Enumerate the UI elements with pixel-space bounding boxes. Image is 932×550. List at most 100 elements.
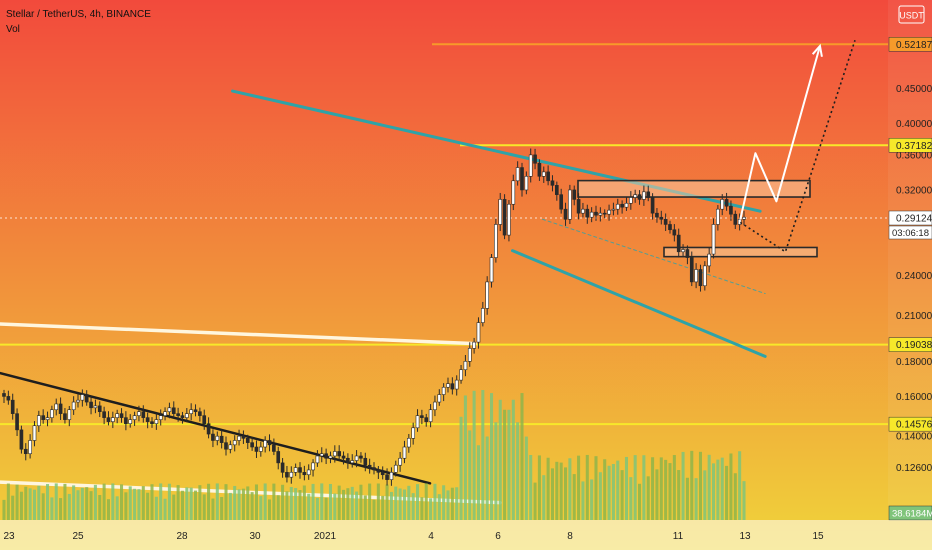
candle-body	[324, 453, 328, 459]
volume-bar	[607, 465, 611, 520]
legend: Stellar / TetherUS, 4h, BINANCE Vol	[6, 9, 151, 35]
candle-body	[494, 224, 498, 258]
volume-bar	[611, 464, 615, 520]
volume-bar	[446, 490, 450, 520]
volume-bar	[376, 483, 380, 520]
candle-body	[276, 451, 281, 464]
candle-body	[124, 417, 128, 424]
volume-bar	[651, 457, 655, 520]
candle-body	[80, 394, 85, 401]
candle-body	[472, 341, 476, 349]
volume-bar	[664, 459, 668, 520]
volume-bar	[246, 486, 250, 520]
candle-body	[702, 265, 707, 287]
volume-bar	[19, 491, 23, 520]
candle-body	[581, 208, 585, 214]
trend-line-channel-mid	[542, 218, 766, 295]
candles	[2, 148, 746, 486]
projection-arrowhead	[811, 43, 823, 57]
volume-bar	[463, 395, 467, 520]
volume-bar	[385, 484, 389, 520]
candle-body	[2, 393, 6, 397]
volume-bar	[54, 483, 58, 520]
candle-body	[337, 451, 342, 457]
price-label-box	[888, 416, 932, 432]
candle-body	[350, 460, 355, 464]
volume-bar	[363, 495, 367, 520]
volume-bar	[411, 493, 415, 520]
candle-body	[720, 199, 725, 210]
volume-bar	[141, 486, 145, 520]
volume-bar	[137, 489, 141, 520]
candle-body	[267, 440, 272, 446]
volume-bar	[37, 485, 41, 520]
candle-body	[215, 435, 220, 441]
candle-body	[620, 203, 624, 208]
candle-body	[642, 191, 646, 200]
candle-body	[319, 453, 324, 457]
candle-body	[398, 457, 402, 466]
volume-bar	[590, 479, 594, 520]
volume-bar	[511, 399, 515, 520]
candle-body	[272, 444, 276, 452]
volume-bar	[281, 484, 285, 520]
volume-bar	[28, 488, 32, 520]
candle-body	[737, 218, 742, 225]
candle-body	[176, 413, 180, 416]
candle-body	[167, 407, 172, 412]
candle-body	[402, 446, 407, 459]
volume-bar	[402, 489, 406, 520]
candle-body	[289, 472, 294, 478]
candle-body	[32, 425, 37, 441]
candle-body	[385, 474, 389, 480]
volume-legend-label: Vol	[6, 24, 20, 35]
volume-bar	[642, 455, 646, 520]
candle-body	[237, 435, 241, 441]
volume-bar	[194, 490, 198, 520]
candle-body	[694, 269, 698, 283]
volume-bar	[681, 451, 685, 520]
candle-body	[19, 429, 24, 450]
volume-bar	[111, 483, 115, 520]
candle-body	[480, 308, 485, 323]
volume-bar	[698, 451, 702, 520]
price-label-box	[888, 37, 932, 52]
candle-body	[97, 405, 102, 412]
volume-bar	[468, 430, 472, 520]
candle-body	[6, 396, 11, 401]
volume-bar	[302, 485, 306, 520]
volume-bar	[629, 477, 633, 520]
volume-bar	[472, 390, 476, 520]
candle-body	[467, 348, 472, 362]
y-tick-label: 0.24000	[896, 271, 932, 282]
candle-body	[476, 322, 481, 343]
volume-bar	[185, 487, 189, 520]
candle-body	[54, 403, 59, 411]
currency-badge[interactable]: USDT	[898, 5, 925, 24]
volume-bar	[189, 487, 193, 520]
candle-body	[111, 417, 115, 422]
candle-body	[254, 446, 259, 452]
y-tick-label: 0.40000	[896, 119, 932, 130]
x-tick-label: 8	[567, 531, 573, 542]
currency-badge-label: USDT	[899, 11, 924, 21]
volume-bar	[725, 465, 729, 520]
volume-bar	[150, 484, 154, 520]
candle-body	[554, 185, 559, 195]
volume-bar	[167, 483, 171, 520]
symbol-title: Stellar / TetherUS, 4h, BINANCE	[6, 9, 151, 20]
x-tick-label: 2021	[314, 531, 337, 542]
volume-bar	[542, 475, 546, 520]
volume-bar	[572, 474, 576, 520]
volume-bar	[738, 451, 742, 520]
volume-bar	[41, 493, 45, 520]
candle-body	[546, 171, 550, 182]
volume-bar	[690, 450, 694, 520]
price-label-box	[888, 138, 932, 153]
candle-body	[280, 462, 285, 473]
candle-body	[441, 386, 446, 395]
volume-bar	[355, 491, 359, 520]
candle-body	[285, 472, 289, 478]
candle-body	[742, 216, 746, 220]
